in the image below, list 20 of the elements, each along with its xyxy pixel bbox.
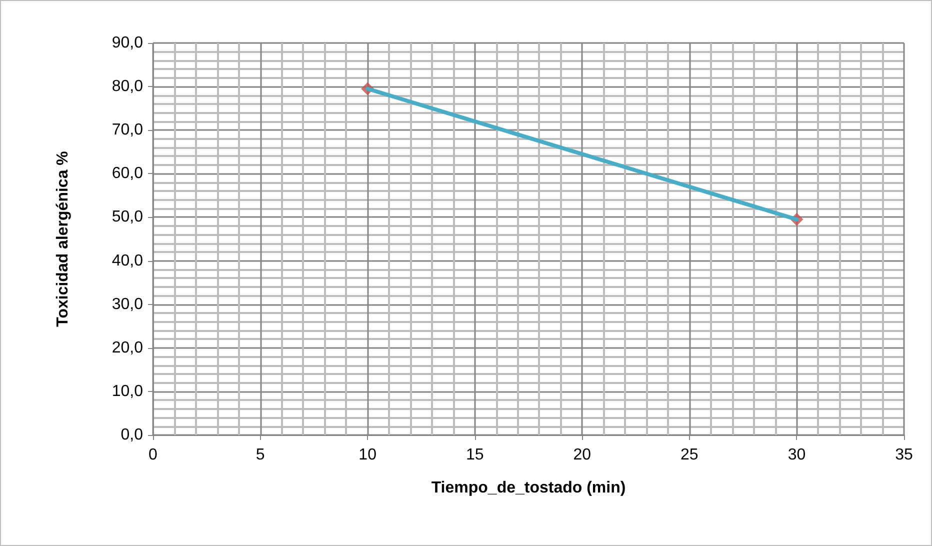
y-tick-label: 10,0 bbox=[112, 382, 144, 400]
x-tick-label: 15 bbox=[466, 446, 484, 464]
y-tick-label: 80,0 bbox=[112, 78, 144, 96]
x-tick-label: 20 bbox=[573, 446, 592, 464]
x-tick-label: 10 bbox=[358, 446, 377, 464]
x-tick-label: 30 bbox=[788, 446, 806, 464]
y-tick-label: 90,0 bbox=[112, 34, 144, 52]
x-tick-label: 25 bbox=[680, 446, 698, 464]
y-tick-label: 20,0 bbox=[112, 339, 144, 356]
x-tick-label: 0 bbox=[148, 446, 158, 464]
y-axis-title: Toxicidad alergénica % bbox=[54, 151, 72, 327]
y-tick-label: 50,0 bbox=[112, 208, 144, 226]
y-tick-label: 60,0 bbox=[112, 165, 144, 182]
y-tick-label: 70,0 bbox=[112, 122, 144, 139]
y-tick-label: 40,0 bbox=[112, 252, 144, 270]
y-tick-label: 30,0 bbox=[112, 296, 144, 313]
x-tick-label: 5 bbox=[256, 446, 265, 464]
x-axis-title: Tiempo_de_tostado (min) bbox=[431, 480, 626, 496]
y-tick-label: 0,0 bbox=[120, 426, 144, 444]
x-tick-label: 35 bbox=[895, 446, 913, 464]
